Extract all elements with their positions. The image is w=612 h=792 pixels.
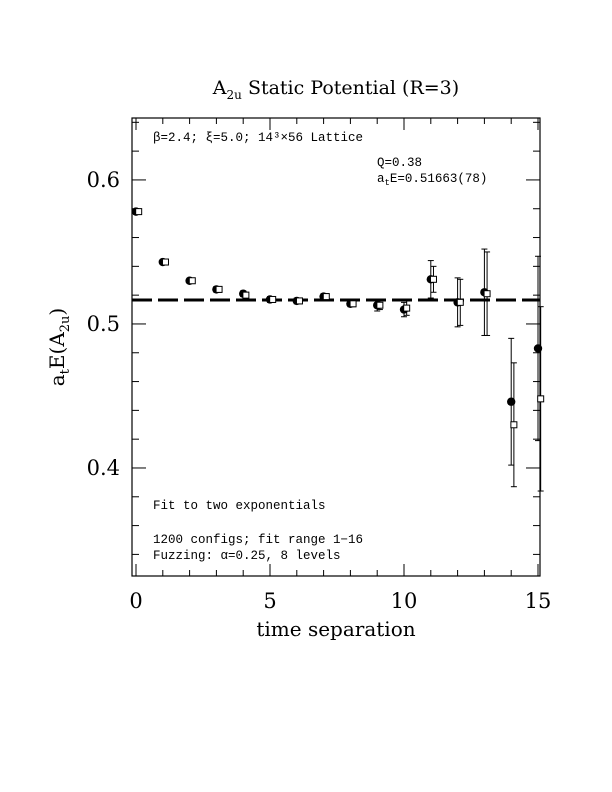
marker-square bbox=[403, 304, 411, 312]
marker-circle bbox=[507, 397, 516, 406]
data-point-circle bbox=[533, 255, 543, 442]
data-point-square bbox=[429, 265, 437, 293]
data-point-square bbox=[242, 291, 250, 299]
x-tick-label: 0 bbox=[129, 589, 142, 613]
annotation-lattice: β=2.4; ξ=5.0; 14³×56 Lattice bbox=[153, 131, 363, 145]
marker-square bbox=[537, 395, 545, 403]
data-point-square bbox=[295, 297, 303, 305]
marker-square bbox=[349, 300, 357, 308]
marker-square bbox=[376, 301, 384, 309]
marker-circle bbox=[533, 344, 543, 353]
data-point-square bbox=[456, 278, 464, 326]
data-point-square bbox=[269, 295, 277, 303]
annotation-configs: 1200 configs; fit range 1−16 bbox=[153, 533, 363, 547]
marker-square bbox=[242, 291, 250, 299]
marker-square bbox=[269, 295, 277, 303]
y-axis-label: atE(A2u) bbox=[45, 308, 73, 387]
marker-square bbox=[215, 285, 223, 293]
annotation-energy: atE=0.51663(78) bbox=[377, 172, 487, 188]
marker-square bbox=[135, 208, 143, 216]
y-tick-label: 0.6 bbox=[87, 168, 120, 192]
annotation-fuzzing: Fuzzing: α=0.25, 8 levels bbox=[153, 549, 341, 563]
data-point-square bbox=[537, 306, 545, 492]
data-point-square bbox=[322, 293, 330, 301]
marker-square bbox=[295, 297, 303, 305]
data-point-square bbox=[510, 362, 518, 488]
marker-square bbox=[483, 290, 491, 298]
y-tick-label: 0.4 bbox=[87, 456, 120, 480]
annotation-fit-type: Fit to two exponentials bbox=[153, 499, 326, 513]
data-marks bbox=[131, 207, 545, 492]
x-axis-label: time separation bbox=[256, 617, 415, 641]
data-point-square bbox=[349, 300, 357, 308]
data-point-square bbox=[483, 251, 491, 336]
data-point-square bbox=[161, 258, 169, 266]
marker-square bbox=[456, 298, 464, 306]
marker-square bbox=[429, 275, 437, 283]
data-point-circle bbox=[507, 337, 516, 466]
marker-square bbox=[161, 258, 169, 266]
x-tick-label: 10 bbox=[391, 589, 418, 613]
data-point-square bbox=[376, 300, 384, 311]
marker-square bbox=[188, 277, 196, 285]
chart-title: A2u Static Potential (R=3) bbox=[212, 77, 459, 102]
data-point-square bbox=[215, 285, 223, 293]
data-point-square bbox=[188, 277, 196, 285]
annotation-q: Q=0.38 bbox=[377, 156, 422, 170]
tick-labels: 0 5 10 15 0.4 0.5 0.6 bbox=[87, 168, 552, 613]
data-point-square bbox=[135, 208, 143, 216]
x-tick-label: 5 bbox=[263, 589, 276, 613]
marker-square bbox=[322, 293, 330, 301]
marker-square bbox=[510, 421, 518, 429]
x-tick-label: 15 bbox=[525, 589, 552, 613]
y-tick-label: 0.5 bbox=[87, 312, 120, 336]
data-point-square bbox=[403, 300, 411, 316]
